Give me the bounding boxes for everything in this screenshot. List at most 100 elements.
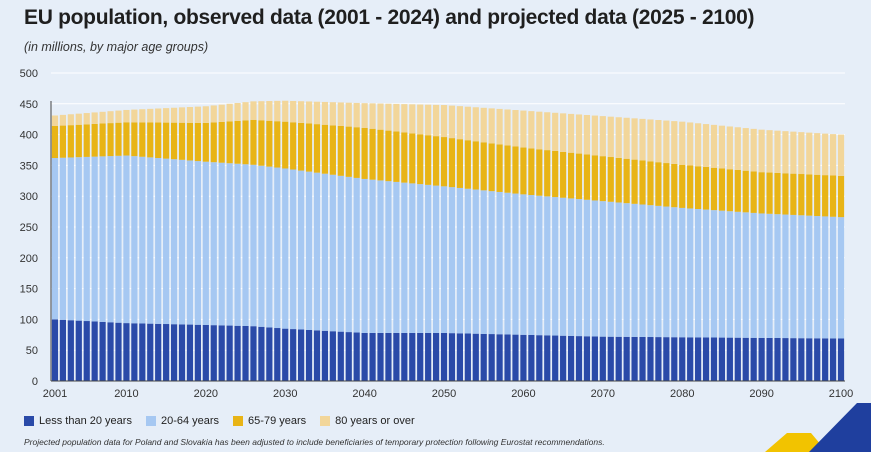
bar-lt20-2001 (51, 319, 59, 381)
bar-a80-2028 (266, 101, 273, 121)
bar-lt20-2072 (615, 336, 622, 381)
bar-a6579-2025 (242, 120, 249, 165)
bar-lt20-2035 (321, 330, 329, 381)
bar-lt20-2073 (623, 336, 630, 381)
bar-lt20-2025 (242, 325, 249, 381)
bar-a6579-2051 (448, 138, 456, 188)
bar-lt20-2087 (734, 337, 741, 381)
bar-a2064-2020 (202, 161, 209, 325)
bar-a80-2019 (194, 106, 201, 123)
bar-a2064-2010 (123, 155, 130, 324)
x-tick-label: 2010 (114, 388, 138, 400)
bar-a2064-2005 (83, 156, 90, 322)
bar-a80-2082 (695, 123, 702, 167)
bar-lt20-2026 (250, 326, 257, 381)
bar-a80-2079 (671, 121, 678, 164)
bar-a2064-2078 (663, 206, 670, 338)
bar-a80-2046 (409, 104, 416, 134)
bar-lt20-2027 (258, 326, 265, 381)
bar-a80-2031 (290, 100, 297, 123)
bar-a6579-2060 (520, 147, 527, 195)
legend-item-lt20: Less than 20 years (24, 415, 132, 427)
bar-a6579-2076 (647, 161, 654, 206)
bar-a80-2062 (536, 111, 543, 150)
bar-a80-2034 (313, 101, 321, 125)
bar-lt20-2080 (679, 337, 686, 381)
bar-a2064-2079 (671, 207, 678, 338)
bar-a80-2092 (774, 130, 781, 173)
bar-a80-2044 (393, 103, 400, 132)
bar-lt20-2006 (91, 321, 98, 381)
bar-lt20-2076 (647, 337, 654, 381)
bar-a6579-2055 (480, 142, 487, 191)
legend-swatch-20-64 (145, 416, 156, 426)
bar-lt20-2089 (750, 337, 757, 381)
bar-lt20-2039 (353, 332, 360, 381)
bar-lt20-2093 (782, 338, 789, 381)
bar-a2064-2085 (718, 210, 726, 338)
bar-a6579-2032 (298, 122, 305, 171)
bar-lt20-2077 (655, 337, 662, 381)
bar-a80-2086 (726, 126, 733, 170)
bar-lt20-2014 (155, 323, 162, 381)
bar-a80-2045 (401, 104, 408, 133)
bar-a2064-2001 (51, 158, 59, 320)
bar-a6579-2077 (655, 162, 662, 206)
bar-a80-2075 (639, 118, 646, 161)
bar-lt20-2088 (742, 337, 749, 381)
bar-a6579-2041 (369, 128, 376, 180)
bar-a6579-2099 (829, 175, 837, 217)
bar-a80-2011 (131, 109, 138, 123)
bar-lt20-2094 (790, 338, 797, 381)
bar-a2064-2080 (679, 207, 686, 338)
bar-a80-2027 (258, 101, 265, 121)
bar-a2064-2076 (647, 205, 654, 338)
bar-a80-2097 (814, 133, 821, 175)
bar-a2064-2061 (528, 195, 535, 335)
bar-a2064-2063 (544, 196, 551, 336)
bar-a80-2033 (305, 101, 313, 124)
bar-lt20-2054 (472, 333, 479, 381)
bar-a80-2022 (218, 104, 225, 122)
legend-swatch-80plus (320, 416, 331, 426)
bar-lt20-2004 (75, 320, 82, 381)
bar-a6579-2061 (528, 148, 535, 196)
legend-label-20-64: 20-64 years (160, 415, 220, 427)
bar-a2064-2034 (313, 172, 321, 331)
y-tick-label: 400 (20, 130, 38, 142)
bar-lt20-2005 (83, 321, 90, 381)
bar-a80-2012 (139, 109, 146, 123)
bar-lt20-2037 (337, 331, 344, 381)
footnote: Projected population data for Poland and… (24, 437, 605, 447)
bar-a2064-2049 (432, 185, 440, 333)
chart-subtitle: (in millions, by major age groups) (24, 40, 209, 54)
y-tick-label: 200 (20, 253, 38, 265)
bar-a2064-2004 (75, 157, 82, 321)
legend-label-65-79: 65-79 years (248, 415, 307, 427)
bar-a6579-2059 (512, 146, 519, 194)
bar-a2064-2057 (496, 191, 503, 335)
bar-a6579-2002 (59, 125, 66, 158)
bar-a6579-2048 (425, 135, 432, 185)
bar-a2064-2070 (599, 201, 606, 337)
bar-a80-2049 (432, 104, 440, 137)
bar-a80-2042 (377, 103, 384, 130)
bar-a2064-2033 (305, 171, 313, 330)
bar-a2064-2006 (91, 156, 98, 322)
bar-lt20-2048 (425, 332, 432, 381)
bar-a80-2095 (798, 132, 805, 175)
bar-a6579-2097 (814, 174, 821, 217)
bar-a6579-2063 (544, 150, 551, 197)
bar-a2064-2055 (480, 190, 487, 334)
bar-a2064-2084 (710, 210, 718, 338)
bar-lt20-2050 (440, 332, 448, 381)
x-tick-label: 2001 (43, 388, 67, 400)
bar-a2064-2002 (59, 157, 66, 320)
bar-a6579-2069 (591, 155, 598, 201)
bar-a2064-2026 (250, 164, 257, 327)
bar-a80-2003 (67, 114, 74, 126)
bar-a6579-2049 (432, 136, 440, 186)
bar-lt20-2016 (170, 324, 178, 381)
bar-a80-2029 (274, 100, 281, 122)
bar-a6579-2035 (321, 124, 329, 174)
